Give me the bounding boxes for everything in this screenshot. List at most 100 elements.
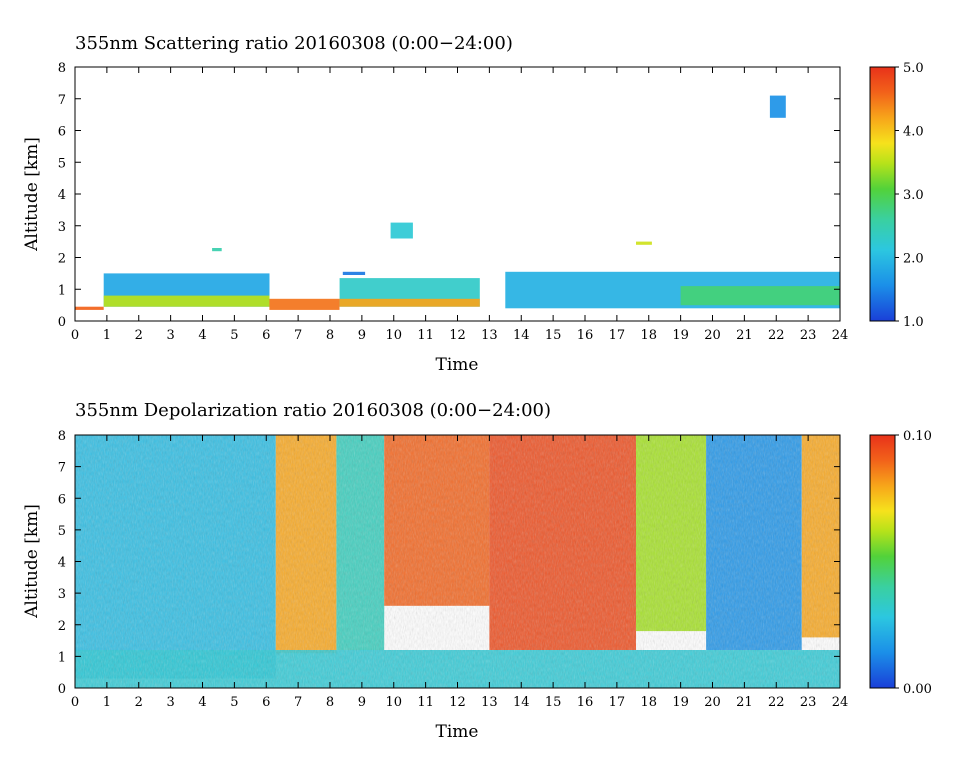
x-axis-label: Time (436, 722, 479, 742)
x-tick-label: 6 (262, 328, 270, 343)
y-tick-label: 7 (58, 461, 66, 476)
x-tick-label: 13 (481, 328, 498, 343)
heatmap-region (342, 271, 366, 275)
heatmap-region (339, 298, 480, 307)
x-tick-label: 10 (385, 328, 402, 343)
x-tick-label: 16 (577, 328, 594, 343)
y-tick-label: 2 (58, 619, 66, 634)
colorbar-tick-label: 4.0 (903, 125, 924, 140)
x-tick-label: 16 (577, 695, 594, 710)
x-tick-label: 21 (736, 695, 753, 710)
y-tick-label: 3 (58, 220, 66, 235)
x-tick-label: 19 (672, 695, 689, 710)
y-tick-label: 6 (58, 125, 66, 140)
x-tick-label: 2 (135, 328, 143, 343)
x-tick-label: 3 (166, 695, 174, 710)
y-tick-label: 7 (58, 93, 66, 108)
x-tick-label: 6 (262, 695, 270, 710)
x-tick-label: 23 (800, 328, 817, 343)
x-tick-label: 18 (640, 695, 657, 710)
y-axis: 0 1 2 3 4 5 6 7 8 (58, 61, 840, 330)
x-tick-label: 20 (704, 695, 721, 710)
x-tick-label: 11 (417, 695, 434, 710)
y-tick-label: 4 (58, 188, 66, 203)
colorbar (869, 434, 896, 689)
x-tick-label: 20 (704, 328, 721, 343)
x-axis: 0 1 2 3 4 5 6 7 8 9 10 11 12 13 14 15 16 17 18 19 20 21 22 23 24 (71, 67, 848, 343)
heatmap-region (680, 286, 840, 306)
colorbar-tick-label: 5.0 (903, 61, 924, 76)
x-tick-label: 12 (449, 695, 466, 710)
x-tick-label: 15 (545, 695, 562, 710)
x-tick-label: 9 (358, 695, 366, 710)
x-tick-label: 19 (672, 328, 689, 343)
chart-title: 355nm Scattering ratio 20160308 (0:00−24… (75, 33, 513, 54)
heatmap-region (636, 241, 652, 245)
y-tick-label: 8 (58, 429, 66, 444)
x-axis: 0 1 2 3 4 5 6 7 8 9 10 11 12 13 14 15 16 17 18 19 20 21 22 23 24 (71, 435, 848, 710)
heatmap-region (769, 95, 786, 118)
x-tick-label: 4 (198, 328, 206, 343)
y-tick-label: 0 (58, 682, 66, 697)
y-axis: 0 1 2 3 4 5 6 7 8 (58, 429, 840, 697)
x-tick-label: 7 (294, 328, 302, 343)
x-tick-label: 0 (71, 328, 79, 343)
x-tick-label: 5 (230, 328, 238, 343)
x-tick-label: 17 (609, 695, 626, 710)
y-axis-label: Altitude [km] (22, 504, 42, 619)
heatmap-region (212, 248, 222, 252)
heatmap-region (269, 298, 340, 310)
x-tick-label: 15 (545, 328, 562, 343)
x-tick-label: 9 (358, 328, 366, 343)
x-tick-label: 17 (609, 328, 626, 343)
y-tick-label: 5 (58, 156, 66, 171)
x-tick-label: 8 (326, 328, 334, 343)
noise-texture (75, 435, 840, 688)
x-axis-label: Time (436, 355, 479, 375)
x-tick-label: 1 (103, 695, 111, 710)
x-tick-label: 4 (198, 695, 206, 710)
x-tick-label: 0 (71, 695, 79, 710)
heatmap-cells (75, 95, 840, 310)
x-tick-label: 23 (800, 695, 817, 710)
x-tick-label: 18 (640, 328, 657, 343)
scattering-ratio-panel: 355nm Scattering ratio 20160308 (0:00−24… (22, 33, 924, 375)
y-axis-label: Altitude [km] (22, 137, 42, 252)
colorbar-ticks: 0.00 0.10 (895, 429, 932, 697)
colorbar-tick-label: 0.10 (903, 429, 932, 444)
y-tick-label: 5 (58, 524, 66, 539)
x-tick-label: 5 (230, 695, 238, 710)
y-tick-label: 1 (58, 283, 66, 298)
y-tick-label: 8 (58, 61, 66, 76)
x-tick-label: 13 (481, 695, 498, 710)
y-tick-label: 4 (58, 556, 66, 571)
depolarization-ratio-panel: 355nm Depolarization ratio 20160308 (0:0… (22, 400, 932, 742)
y-tick-label: 0 (58, 315, 66, 330)
colorbar-tick-label: 0.00 (903, 682, 932, 697)
x-tick-label: 10 (385, 695, 402, 710)
colorbar-tick-label: 1.0 (903, 315, 924, 330)
heatmap-region (75, 306, 104, 310)
y-tick-label: 6 (58, 492, 66, 507)
colorbar-ticks: 1.0 2.0 3.0 4.0 5.0 (895, 61, 924, 330)
x-tick-label: 14 (513, 695, 530, 710)
heatmap-region (103, 295, 270, 307)
x-tick-label: 7 (294, 695, 302, 710)
x-tick-label: 24 (832, 328, 849, 343)
x-tick-label: 12 (449, 328, 466, 343)
colorbar-tick-label: 3.0 (903, 188, 924, 203)
x-tick-label: 2 (135, 695, 143, 710)
x-tick-label: 22 (768, 328, 785, 343)
y-tick-label: 1 (58, 650, 66, 665)
x-tick-label: 1 (103, 328, 111, 343)
colorbar-tick-label: 2.0 (903, 252, 924, 267)
x-tick-label: 22 (768, 695, 785, 710)
x-tick-label: 11 (417, 328, 434, 343)
x-tick-label: 3 (166, 328, 174, 343)
colorbar (869, 66, 896, 322)
x-tick-label: 21 (736, 328, 753, 343)
y-tick-label: 3 (58, 587, 66, 602)
x-tick-label: 24 (832, 695, 849, 710)
chart-title: 355nm Depolarization ratio 20160308 (0:0… (75, 400, 551, 421)
x-tick-label: 8 (326, 695, 334, 710)
